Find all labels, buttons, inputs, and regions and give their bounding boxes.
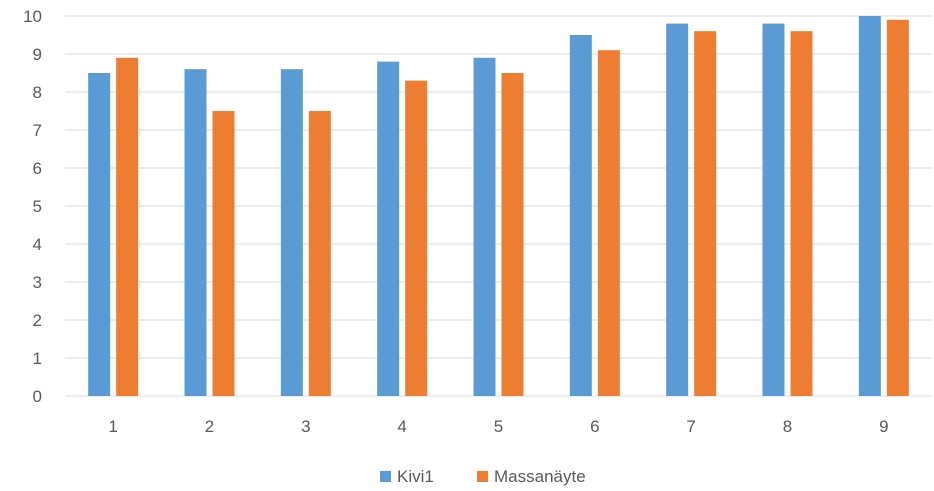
bar-Massanäyte-8 [790,31,813,396]
x-tick-label: 8 [783,417,792,436]
y-tick-label: 9 [33,45,42,64]
legend-label: Massanäyte [494,467,586,486]
bar-Kivi1-1 [88,73,111,396]
bar-Kivi1-4 [377,61,400,396]
bar-Massanäyte-6 [597,50,620,396]
x-tick-label: 5 [494,417,503,436]
y-tick-label: 1 [33,349,42,368]
x-tick-label: 7 [686,417,695,436]
x-tick-label: 4 [397,417,406,436]
y-tick-label: 2 [33,311,42,330]
y-tick-label: 8 [33,83,42,102]
y-tick-label: 10 [23,7,42,26]
bar-Kivi1-3 [280,69,303,396]
bar-Massanäyte-3 [308,111,331,396]
bar-Kivi1-8 [762,23,785,396]
x-tick-label: 3 [301,417,310,436]
bar-Massanäyte-4 [405,80,428,396]
y-tick-label: 6 [33,159,42,178]
x-tick-label: 9 [879,417,888,436]
legend-swatch [380,471,391,482]
bar-Massanäyte-5 [501,73,524,396]
bars [88,16,909,397]
bar-Kivi1-2 [184,69,207,396]
legend: Kivi1 Massanäyte [380,467,586,486]
gridlines [65,15,932,397]
legend-label: Kivi1 [397,467,434,486]
bar-Kivi1-9 [858,16,881,396]
x-tick-label: 2 [205,417,214,436]
bar-Massanäyte-1 [116,57,139,397]
bar-Massanäyte-7 [694,31,717,396]
y-axis-ticks: 0 1 2 3 4 5 6 7 8 9 10 [23,7,42,406]
y-tick-label: 7 [33,121,42,140]
bar-Massanäyte-2 [212,111,235,396]
bar-Massanäyte-9 [886,19,909,397]
x-axis-ticks: 1 2 3 4 5 6 7 8 9 [108,417,888,436]
legend-swatch [477,471,488,482]
x-tick-label: 6 [590,417,599,436]
legend-item: Kivi1 [380,467,434,486]
legend-item: Massanäyte [477,467,586,486]
bar-Kivi1-7 [666,23,689,396]
y-tick-label: 0 [33,387,42,406]
bar-Kivi1-6 [569,35,592,396]
x-tick-label: 1 [108,417,117,436]
y-tick-label: 5 [33,197,42,216]
y-tick-label: 4 [33,235,42,254]
y-tick-label: 3 [33,273,42,292]
bar-Kivi1-5 [473,57,496,397]
